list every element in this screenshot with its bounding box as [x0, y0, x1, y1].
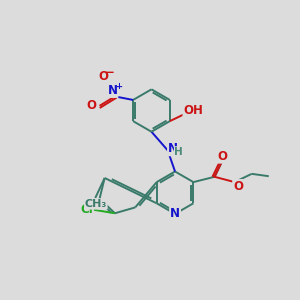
Text: Cl: Cl [80, 203, 93, 216]
Text: +: + [116, 82, 122, 91]
Text: N: N [107, 84, 118, 97]
Text: O: O [218, 150, 228, 163]
Text: −: − [105, 66, 115, 80]
Text: O: O [233, 180, 243, 193]
Text: CH₃: CH₃ [85, 199, 107, 209]
Text: N: N [168, 142, 178, 155]
Text: N: N [170, 207, 180, 220]
Text: H: H [175, 147, 183, 157]
Text: OH: OH [184, 104, 203, 117]
Text: O: O [99, 70, 109, 83]
Text: O: O [86, 99, 96, 112]
